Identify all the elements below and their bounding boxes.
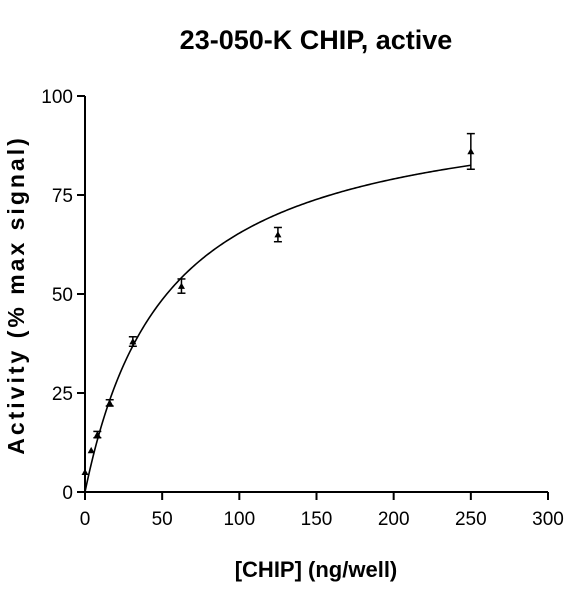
fit-curve: [84, 164, 471, 493]
triangle-marker: [87, 446, 95, 454]
chart-title: 23-050-K CHIP, active: [180, 25, 453, 55]
x-tick-label: 150: [301, 509, 333, 530]
data-points-layer: [81, 132, 475, 475]
y-axis-title: Activity (% max signal): [3, 135, 29, 455]
y-tick-label: 25: [52, 384, 73, 405]
x-tick-label: 0: [80, 509, 91, 530]
data-point: [177, 278, 186, 294]
data-point: [105, 398, 114, 407]
data-point: [273, 226, 282, 243]
x-tick-label: 250: [455, 509, 487, 530]
triangle-marker: [274, 231, 282, 238]
x-tick-label: 300: [532, 509, 564, 530]
triangle-marker: [129, 338, 137, 345]
x-tick-label: 200: [378, 509, 410, 530]
x-tick-label: 50: [152, 509, 173, 530]
triangle-marker: [177, 282, 185, 289]
triangle-marker: [467, 147, 475, 155]
x-axis-title: [CHIP] (ng/well): [235, 557, 398, 582]
triangle-marker: [106, 399, 114, 406]
triangle-marker: [93, 431, 101, 438]
fit-curve-layer: [84, 164, 471, 493]
axes: 0 50 100 150 200 250 300 0 25 50 75 100: [41, 87, 564, 530]
triangle-marker: [81, 468, 89, 475]
y-tick-label: 75: [52, 186, 73, 207]
data-point: [87, 446, 95, 454]
data-point: [466, 132, 475, 171]
data-point: [128, 336, 137, 348]
x-tick-label: 100: [223, 509, 255, 530]
y-tick-label: 100: [41, 87, 73, 108]
y-tick-label: 0: [62, 483, 73, 504]
data-point: [93, 430, 102, 439]
data-point: [81, 468, 89, 475]
y-tick-label: 50: [52, 285, 73, 306]
